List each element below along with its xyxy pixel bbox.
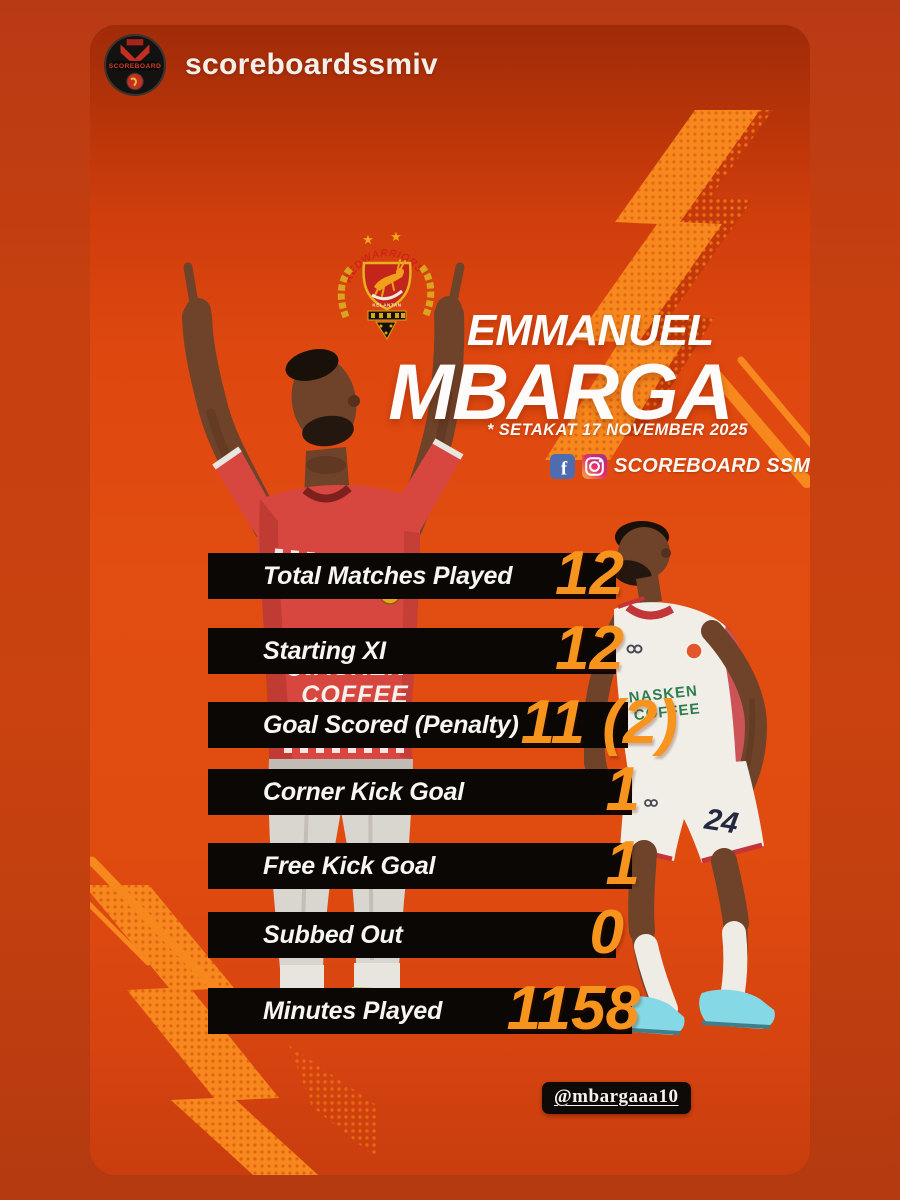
player-handle-pill: @mbargaaa10 [542, 1082, 691, 1114]
stat-row: Corner Kick Goal 1 [208, 755, 640, 824]
svg-text:f: f [561, 459, 568, 480]
stat-label: Starting XI [263, 637, 386, 665]
poster-card: NASKEN COFFEE [90, 25, 810, 1175]
stat-value: 12 [555, 614, 624, 683]
player-photo-white-kit: NASKEN COFFEE 24 [584, 521, 775, 1035]
stat-row: Starting XI 12 [208, 614, 624, 683]
social-handle-label: SCOREBOARD SSMIV [614, 455, 810, 477]
stat-row: Subbed Out 0 [208, 898, 624, 967]
club-crest-icon: ★ ★ REDWARRIORS KELANTAN [337, 229, 435, 340]
story-username[interactable]: scoreboardssmiv [185, 48, 438, 81]
shorts-number: 24 [701, 803, 740, 841]
player-first-name: EMMANUEL [466, 306, 714, 355]
lightning-bolt-bottom-left-icon [90, 856, 379, 1175]
stat-row: Free Kick Goal 1 [208, 829, 640, 898]
instagram-icon [582, 454, 607, 479]
stat-value: 0 [589, 898, 624, 967]
stat-label: Minutes Played [263, 997, 443, 1025]
stat-label: Corner Kick Goal [263, 778, 465, 806]
as-of-date-note: * SETAKAT 17 NOVEMBER 2025 [486, 421, 748, 439]
avatar[interactable]: SCOREBOARD [104, 34, 166, 96]
story-header: SCOREBOARD scoreboardssmiv [104, 34, 438, 96]
player-handle-text: @mbargaaa10 [554, 1086, 679, 1107]
star-icon: ★ [390, 229, 402, 244]
star-icon: ★ [362, 232, 374, 247]
lightning-bolt-top-right-icon [545, 110, 810, 488]
stat-row: Minutes Played 1158 [208, 974, 640, 1043]
stat-row: Total Matches Played 12 [208, 539, 624, 608]
player-last-name: MBARGA [388, 347, 733, 436]
social-row: f SCOREBOARD SSMIV [550, 454, 810, 479]
stat-value: 1 [605, 829, 640, 898]
facebook-icon: f [550, 454, 575, 479]
stat-value: 1158 [506, 974, 640, 1043]
jersey-sponsor-line2: COFFEE [633, 700, 701, 724]
stat-value: 11 (2) [520, 688, 678, 757]
crest-region-text: KELANTAN [372, 303, 401, 308]
stat-label: Total Matches Played [263, 562, 513, 590]
stat-value: 12 [555, 539, 624, 608]
stat-label: Goal Scored (Penalty) [263, 711, 519, 739]
avatar-crest-icon: SCOREBOARD [104, 34, 166, 96]
stat-label: Subbed Out [263, 921, 403, 949]
stat-label: Free Kick Goal [263, 852, 436, 880]
stat-value: 1 [605, 755, 640, 824]
stats-list: Total Matches Played 12 Starting XI 12 G… [90, 25, 810, 1175]
stat-row: Goal Scored (Penalty) 11 (2) [208, 688, 678, 757]
avatar-crest-text: SCOREBOARD [109, 63, 162, 70]
